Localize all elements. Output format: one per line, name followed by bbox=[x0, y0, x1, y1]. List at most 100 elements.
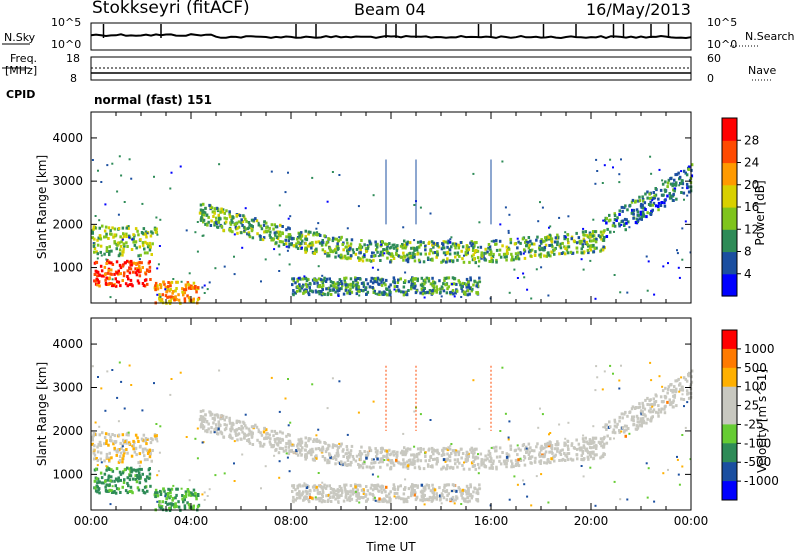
power-echo bbox=[175, 298, 178, 301]
power-echo bbox=[429, 258, 433, 262]
velocity-echo bbox=[424, 487, 427, 491]
velocity-echo bbox=[426, 497, 429, 501]
power-echo bbox=[323, 234, 326, 238]
velocity-echo bbox=[295, 452, 298, 455]
power-echo bbox=[314, 240, 318, 244]
power-echo bbox=[332, 284, 336, 288]
power-echo bbox=[508, 291, 511, 294]
power-echo bbox=[161, 293, 164, 297]
power-echo bbox=[492, 252, 495, 256]
power-echo bbox=[109, 296, 112, 299]
velocity-echo bbox=[685, 389, 689, 393]
power-echo bbox=[194, 287, 198, 291]
velocity-echo bbox=[148, 467, 151, 470]
velocity-echo bbox=[127, 484, 130, 488]
velocity-echo bbox=[457, 450, 461, 454]
velocity-echo bbox=[97, 443, 100, 447]
power-echo bbox=[579, 241, 582, 245]
velocity-echo bbox=[245, 426, 248, 430]
power-echo bbox=[336, 281, 340, 285]
power-echo bbox=[360, 281, 364, 285]
power-echo bbox=[326, 254, 329, 258]
power-echo bbox=[128, 283, 132, 287]
velocity-echo bbox=[326, 407, 329, 410]
velocity-echo bbox=[315, 434, 318, 437]
power-echo bbox=[505, 255, 508, 259]
power-echo bbox=[288, 242, 291, 246]
power-echo bbox=[630, 211, 634, 215]
velocity-echo bbox=[672, 399, 675, 403]
velocity-echo bbox=[357, 463, 360, 466]
velocity-echo bbox=[153, 382, 155, 385]
velocity-echo bbox=[365, 465, 369, 469]
power-echo bbox=[233, 255, 235, 258]
power-echo bbox=[124, 282, 128, 286]
freq-tick-top: 18 bbox=[66, 52, 80, 65]
velocity-echo bbox=[452, 499, 455, 503]
velocity-echo bbox=[423, 498, 427, 502]
power-echo bbox=[156, 293, 159, 296]
power-echo bbox=[675, 172, 679, 176]
power-echo bbox=[141, 202, 144, 205]
power-echo bbox=[123, 201, 126, 203]
power-echo bbox=[628, 226, 631, 229]
power-echo bbox=[365, 293, 368, 296]
velocity-echo bbox=[146, 489, 149, 493]
power-echo bbox=[469, 278, 472, 282]
velocity-echo bbox=[224, 427, 228, 430]
velocity-echo bbox=[145, 442, 148, 446]
power-echo bbox=[484, 258, 487, 262]
power-echo bbox=[372, 254, 376, 258]
velocity-echo bbox=[428, 459, 431, 462]
velocity-echo bbox=[192, 488, 196, 492]
power-echo bbox=[556, 233, 559, 237]
power-echo bbox=[380, 283, 384, 287]
velocity-echo bbox=[101, 431, 104, 435]
velocity-echo bbox=[139, 460, 142, 464]
velocity-echo bbox=[345, 445, 349, 448]
velocity-echo bbox=[128, 364, 131, 367]
velocity-echo bbox=[270, 445, 273, 449]
power-echo bbox=[96, 278, 99, 282]
power-echo bbox=[307, 232, 310, 236]
velocity-echo bbox=[517, 464, 521, 468]
velocity-echo bbox=[206, 495, 209, 497]
power-echo bbox=[172, 290, 175, 293]
power-echo bbox=[544, 238, 548, 242]
power-echo bbox=[558, 244, 562, 248]
power-echo bbox=[315, 227, 318, 230]
velocity-echo bbox=[519, 457, 522, 460]
power-echo bbox=[465, 247, 468, 251]
power-echo bbox=[618, 224, 621, 228]
power-echo bbox=[419, 206, 422, 209]
power-echo bbox=[473, 279, 476, 283]
velocity-echo bbox=[298, 483, 301, 487]
velocity-echo bbox=[99, 457, 102, 461]
power-echo bbox=[260, 280, 262, 283]
power-ylabel: Slant Range [km] bbox=[35, 155, 49, 259]
power-echo bbox=[362, 286, 365, 289]
power-echo bbox=[442, 240, 445, 244]
velocity-echo bbox=[646, 396, 649, 400]
velocity-echo bbox=[613, 437, 615, 440]
power-echo bbox=[464, 283, 468, 287]
velocity-echo bbox=[125, 448, 128, 451]
velocity-echo bbox=[279, 430, 282, 434]
power-echo bbox=[369, 259, 373, 263]
power-echo bbox=[495, 260, 498, 264]
power-echo bbox=[305, 285, 309, 289]
velocity-echo bbox=[550, 450, 553, 454]
power-echo bbox=[287, 245, 291, 249]
velocity-echo bbox=[582, 475, 585, 478]
velocity-echo bbox=[468, 494, 472, 497]
velocity-echo bbox=[212, 421, 215, 425]
velocity-echo bbox=[109, 479, 112, 483]
velocity-echo bbox=[411, 488, 414, 492]
velocity-echo bbox=[104, 485, 107, 489]
velocity-echo bbox=[161, 500, 164, 504]
power-echo bbox=[228, 215, 232, 219]
power-echo bbox=[315, 250, 318, 254]
velocity-echo bbox=[513, 475, 516, 478]
power-echo bbox=[527, 236, 531, 239]
velocity-echo bbox=[93, 468, 97, 472]
